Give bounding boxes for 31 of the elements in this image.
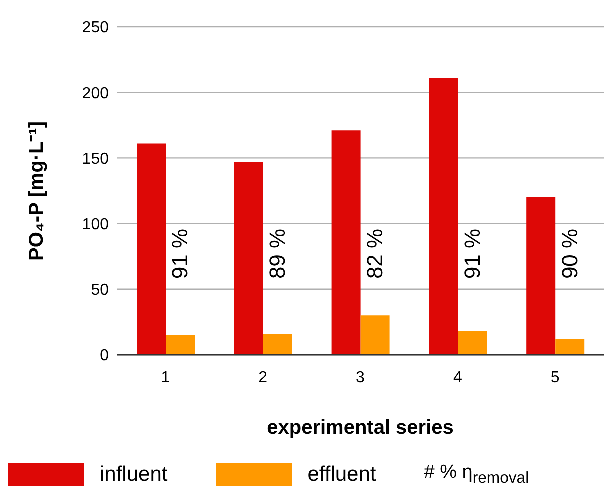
bar	[332, 130, 361, 355]
annotation: 91 %	[460, 228, 485, 280]
x-tick-label: 2	[258, 369, 268, 386]
bar	[234, 162, 264, 355]
bar	[429, 78, 458, 355]
bar	[263, 334, 292, 355]
x-tick-label: 4	[453, 369, 462, 386]
y-tick-label: 100	[82, 216, 110, 234]
x-axis-title: experimental series	[267, 417, 454, 439]
annotation: 90 %	[557, 228, 582, 280]
x-tick-label: 3	[356, 369, 366, 386]
y-tick-label: 50	[91, 282, 110, 300]
legend-label: effluent	[308, 462, 376, 487]
annotation: 82 %	[362, 228, 388, 280]
bar	[360, 316, 390, 355]
bar	[526, 198, 556, 355]
bar	[556, 339, 585, 355]
x-tick-label: 1	[161, 369, 170, 386]
text: # % η$_{removal}$	[424, 462, 530, 488]
bar	[166, 335, 195, 355]
y-tick-label: 0	[100, 348, 110, 365]
bar	[137, 144, 166, 355]
legend-label: influent	[100, 462, 168, 487]
y-tick-label: 200	[82, 85, 110, 102]
bar	[458, 331, 488, 355]
annotation: 89 %	[265, 228, 290, 280]
annotation: 91 %	[168, 228, 193, 280]
y-tick-label: 250	[82, 20, 110, 37]
x-tick-label: 5	[550, 369, 560, 386]
y-axis-title: PO₄-P [mg·L⁻¹]	[26, 122, 48, 261]
y-tick-label: 150	[82, 150, 110, 168]
